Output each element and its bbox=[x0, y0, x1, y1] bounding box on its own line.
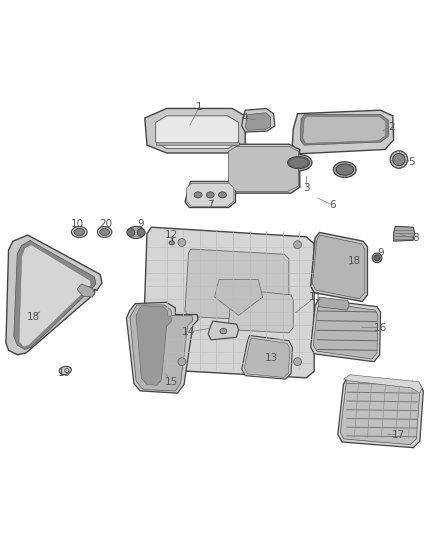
Polygon shape bbox=[311, 299, 381, 362]
Ellipse shape bbox=[372, 253, 382, 263]
Ellipse shape bbox=[127, 229, 135, 236]
Polygon shape bbox=[229, 147, 298, 191]
Polygon shape bbox=[242, 335, 292, 379]
Polygon shape bbox=[318, 297, 349, 310]
Ellipse shape bbox=[285, 154, 312, 171]
Text: 14: 14 bbox=[182, 327, 195, 337]
Polygon shape bbox=[187, 183, 234, 206]
Polygon shape bbox=[185, 249, 289, 321]
Text: 19: 19 bbox=[57, 368, 71, 378]
Text: 17: 17 bbox=[392, 430, 405, 440]
Ellipse shape bbox=[390, 151, 408, 168]
Text: 13: 13 bbox=[265, 353, 278, 363]
Polygon shape bbox=[185, 181, 236, 207]
Ellipse shape bbox=[194, 192, 202, 198]
Ellipse shape bbox=[206, 192, 214, 198]
Polygon shape bbox=[6, 235, 102, 354]
Polygon shape bbox=[242, 108, 275, 132]
Ellipse shape bbox=[288, 157, 309, 169]
Ellipse shape bbox=[374, 255, 380, 261]
Polygon shape bbox=[311, 232, 367, 302]
Polygon shape bbox=[14, 240, 96, 350]
Text: 10: 10 bbox=[71, 219, 84, 229]
Ellipse shape bbox=[336, 164, 353, 175]
Ellipse shape bbox=[220, 328, 227, 334]
Polygon shape bbox=[228, 144, 300, 193]
Polygon shape bbox=[19, 245, 91, 347]
Ellipse shape bbox=[393, 154, 405, 166]
Polygon shape bbox=[136, 306, 172, 385]
Text: 1: 1 bbox=[196, 102, 203, 112]
Ellipse shape bbox=[138, 229, 145, 236]
Polygon shape bbox=[245, 113, 271, 130]
Polygon shape bbox=[313, 302, 378, 359]
Polygon shape bbox=[145, 108, 245, 153]
Polygon shape bbox=[300, 115, 389, 145]
Ellipse shape bbox=[178, 239, 186, 246]
Ellipse shape bbox=[97, 227, 112, 238]
Polygon shape bbox=[343, 375, 422, 393]
Ellipse shape bbox=[127, 227, 145, 239]
Text: 12: 12 bbox=[164, 230, 177, 240]
Polygon shape bbox=[292, 110, 394, 154]
Polygon shape bbox=[338, 376, 424, 448]
Text: 7: 7 bbox=[207, 200, 214, 211]
Polygon shape bbox=[340, 378, 420, 445]
Polygon shape bbox=[130, 305, 193, 391]
Text: 9: 9 bbox=[137, 219, 144, 229]
Text: 9: 9 bbox=[377, 248, 384, 259]
Ellipse shape bbox=[219, 192, 226, 198]
Polygon shape bbox=[208, 321, 239, 340]
Ellipse shape bbox=[100, 229, 110, 236]
Polygon shape bbox=[155, 116, 239, 149]
Text: 2: 2 bbox=[388, 122, 395, 132]
Polygon shape bbox=[143, 227, 314, 378]
Text: 5: 5 bbox=[408, 157, 414, 167]
Ellipse shape bbox=[333, 161, 356, 177]
Polygon shape bbox=[303, 116, 386, 143]
Polygon shape bbox=[127, 302, 198, 393]
Polygon shape bbox=[229, 289, 293, 333]
Text: 16: 16 bbox=[374, 322, 387, 333]
Text: 15: 15 bbox=[164, 377, 177, 387]
Polygon shape bbox=[215, 280, 263, 316]
Ellipse shape bbox=[74, 229, 85, 236]
Polygon shape bbox=[155, 142, 239, 145]
Text: 4: 4 bbox=[242, 113, 248, 123]
Ellipse shape bbox=[71, 227, 87, 238]
Text: 3: 3 bbox=[303, 183, 310, 193]
Ellipse shape bbox=[293, 241, 301, 248]
Ellipse shape bbox=[169, 241, 174, 245]
Text: 18: 18 bbox=[348, 256, 361, 266]
Ellipse shape bbox=[293, 358, 301, 366]
Polygon shape bbox=[394, 227, 415, 241]
Polygon shape bbox=[312, 235, 365, 299]
Ellipse shape bbox=[178, 358, 186, 366]
Text: 8: 8 bbox=[412, 233, 419, 243]
Text: 6: 6 bbox=[329, 200, 336, 211]
Text: 11: 11 bbox=[308, 292, 321, 302]
Polygon shape bbox=[244, 338, 290, 377]
Polygon shape bbox=[77, 284, 95, 297]
Text: 18: 18 bbox=[27, 312, 40, 322]
Text: 20: 20 bbox=[99, 219, 112, 229]
Ellipse shape bbox=[59, 366, 71, 374]
